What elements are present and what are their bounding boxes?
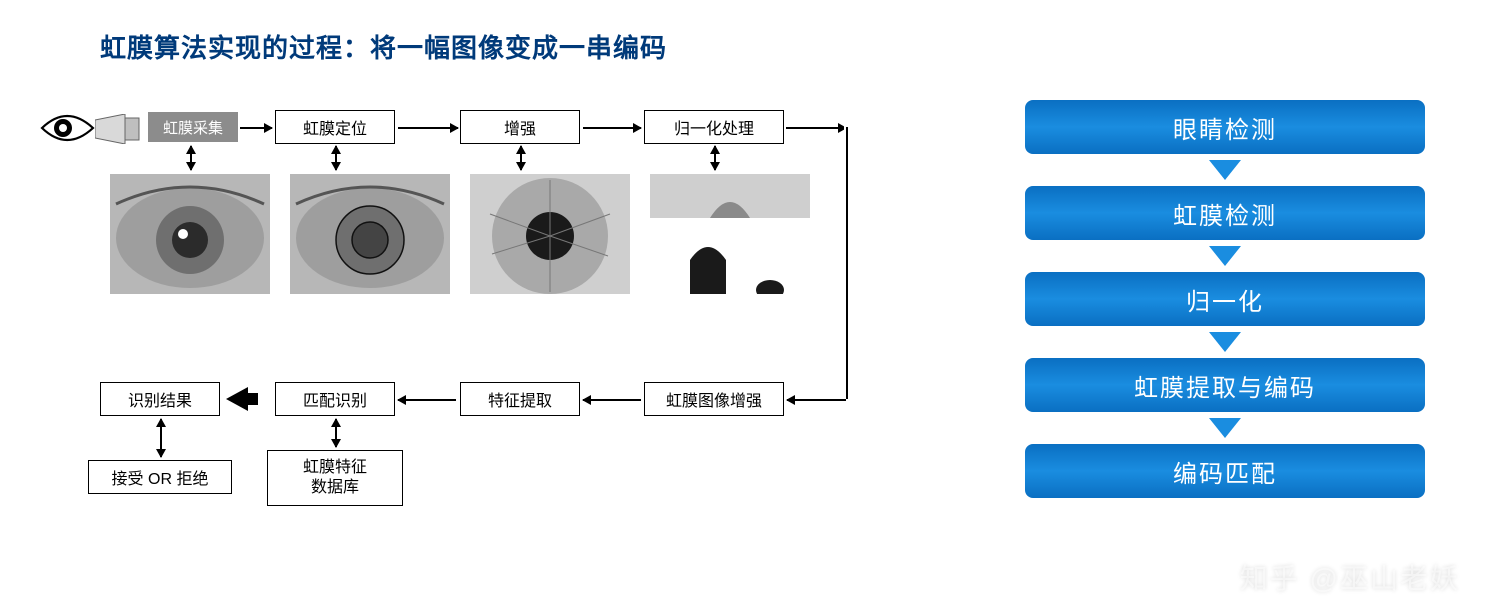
stage-eye-detect: 眼睛检测	[1025, 100, 1425, 154]
dbl-arrow-v	[520, 146, 522, 170]
stage-arrow-down	[1209, 160, 1241, 180]
box-result: 识别结果	[100, 382, 220, 416]
box-feature: 特征提取	[460, 382, 580, 416]
eye-icon	[40, 110, 95, 146]
stage-iris-detect: 虹膜检测	[1025, 186, 1425, 240]
stage-arrow-down	[1209, 246, 1241, 266]
arrow-left	[583, 399, 641, 401]
stage-column: 眼睛检测 虹膜检测 归一化 虹膜提取与编码 编码匹配	[1025, 100, 1425, 498]
arrow-left	[398, 399, 456, 401]
box-match: 匹配识别	[275, 382, 395, 416]
connector-v	[846, 127, 848, 399]
page-title: 虹膜算法实现的过程：将一幅图像变成一串编码	[100, 28, 667, 65]
stage-arrow-down	[1209, 332, 1241, 352]
box-locate: 虹膜定位	[275, 110, 395, 144]
stage-match: 编码匹配	[1025, 444, 1425, 498]
sample-img-normalize	[650, 174, 810, 294]
dbl-arrow-v	[335, 146, 337, 170]
stage-arrow-down	[1209, 418, 1241, 438]
box-decision: 接受 OR 拒绝	[88, 460, 232, 494]
dbl-arrow-v	[335, 419, 337, 447]
db-line1: 虹膜特征	[303, 458, 367, 478]
sample-img-capture	[110, 174, 270, 294]
camera-icon	[95, 114, 145, 144]
iris-flow-diagram: 虹膜采集 虹膜定位 增强 归一化处理	[40, 100, 920, 590]
fat-arrow-left	[226, 387, 248, 411]
stage-normalize: 归一化	[1025, 272, 1425, 326]
box-capture: 虹膜采集	[148, 112, 238, 142]
db-line2: 数据库	[311, 478, 359, 498]
box-normalize: 归一化处理	[644, 110, 784, 144]
box-db: 虹膜特征 数据库	[267, 450, 403, 506]
stage-extract-encode: 虹膜提取与编码	[1025, 358, 1425, 412]
dbl-arrow-v	[190, 146, 192, 170]
connector-h	[786, 127, 846, 129]
arrow-right	[398, 127, 458, 129]
arrow-left	[787, 399, 846, 401]
arrow-right	[240, 127, 272, 129]
dbl-arrow-v	[160, 419, 162, 457]
dbl-arrow-v	[714, 146, 716, 170]
box-enhance2: 虹膜图像增强	[644, 382, 784, 416]
watermark: 知乎 @巫山老妖	[1240, 557, 1460, 597]
sample-img-enhance	[470, 174, 630, 294]
box-enhance: 增强	[460, 110, 580, 144]
arrow-right	[583, 127, 641, 129]
sample-img-locate	[290, 174, 450, 294]
